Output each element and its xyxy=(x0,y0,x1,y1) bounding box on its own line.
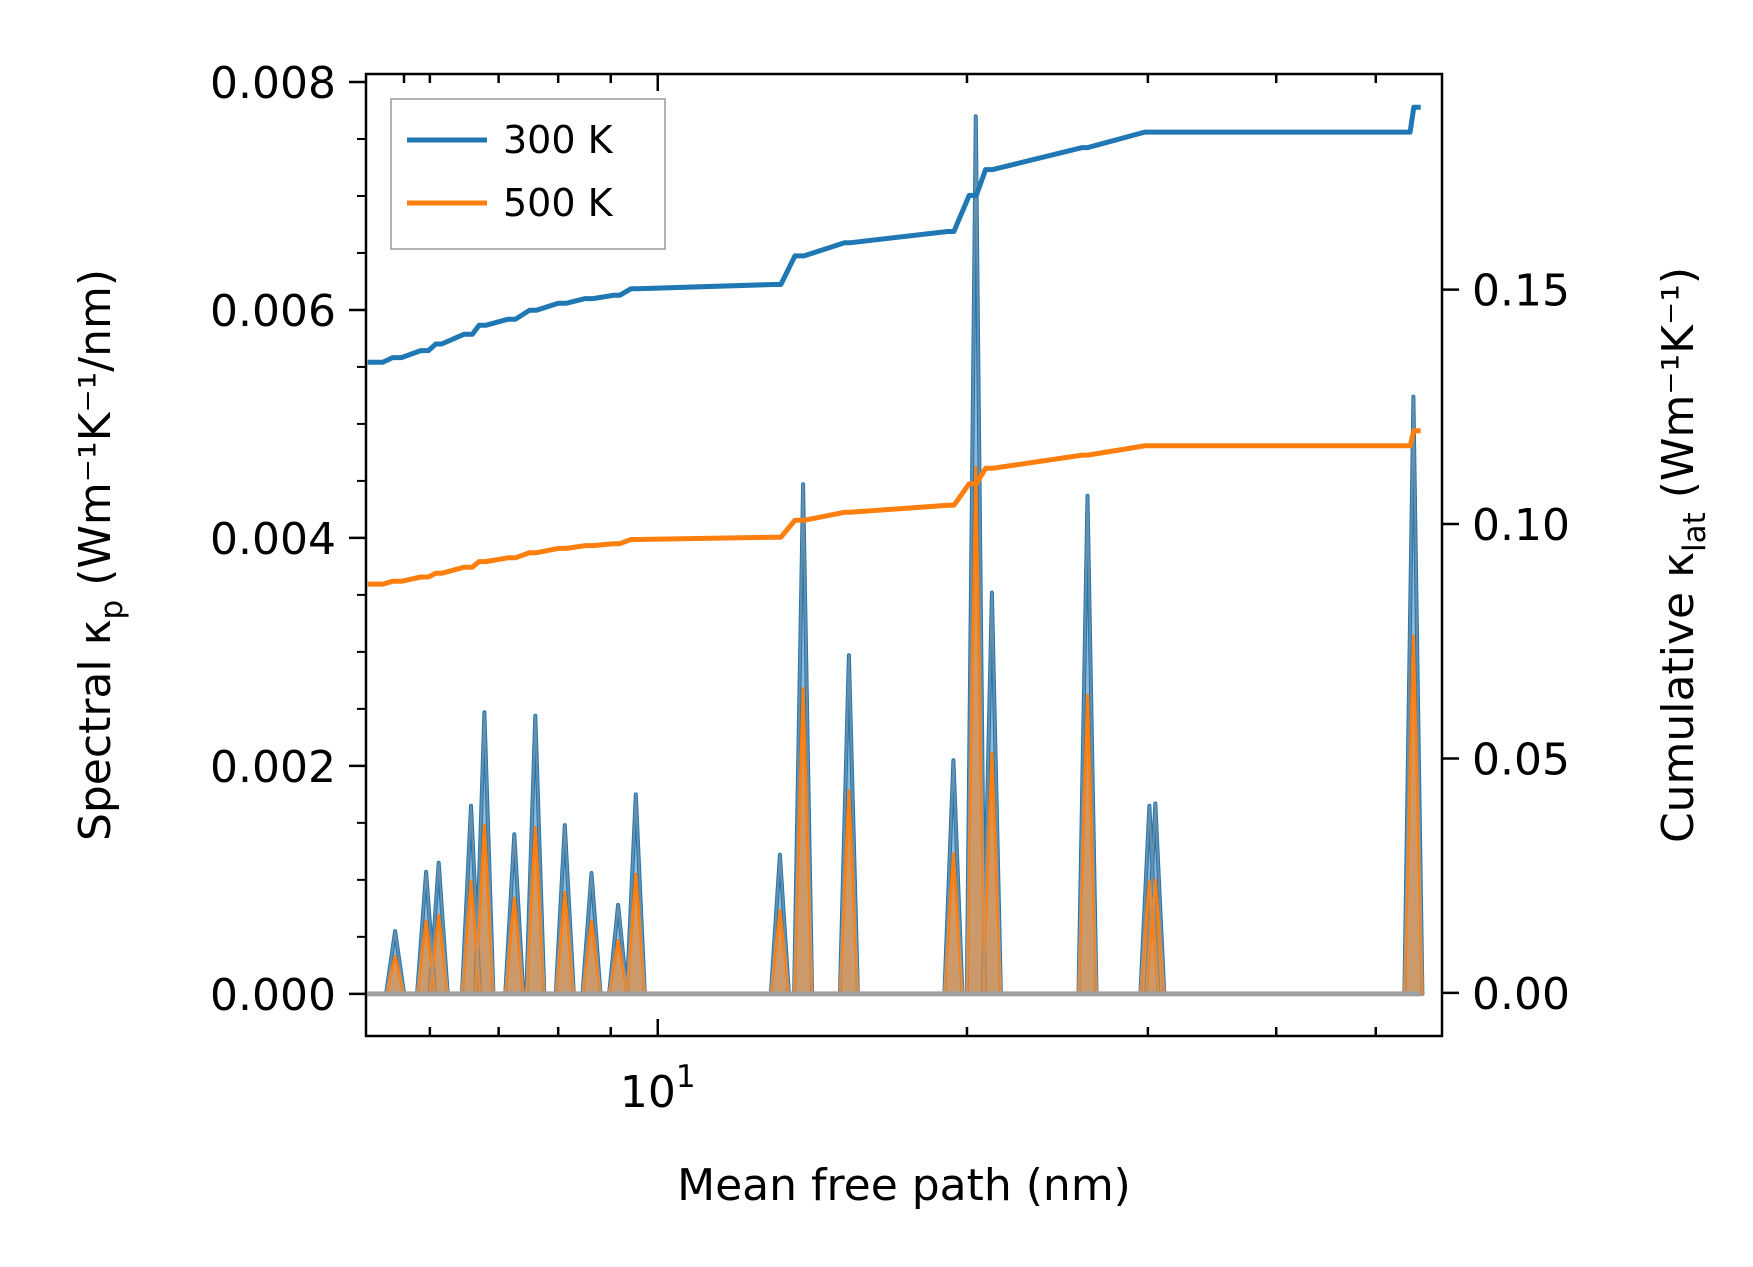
y-right-tick-label: 0.05 xyxy=(1472,734,1570,785)
y-right-tick-label: 0.10 xyxy=(1472,500,1570,551)
y-right-tick-label: 0.15 xyxy=(1472,266,1570,317)
y-right-axis-title: Cumulative κlat (Wm⁻¹K⁻¹) xyxy=(1653,267,1713,843)
y-left-axis-title-subscript: p xyxy=(94,600,130,620)
spectral-fill-500k xyxy=(367,467,1423,994)
x-tick-label-exponent: 1 xyxy=(676,1059,696,1095)
plot-content xyxy=(367,104,1425,997)
y-left-tick-label: 0.002 xyxy=(210,742,336,793)
plot-area xyxy=(367,104,1425,997)
legend-item-500k-label: 500 K xyxy=(503,181,614,225)
y-left-tick-label: 0.008 xyxy=(210,58,336,109)
legend: 300 K 500 K xyxy=(390,98,666,250)
y-left-axis-title-units: (Wm⁻¹K⁻¹/nm) xyxy=(70,269,121,600)
cumulative-line-300k xyxy=(367,104,1421,365)
cumulative-line-500k xyxy=(367,428,1421,587)
legend-box xyxy=(390,98,666,250)
x-tick-label-base: 10 xyxy=(620,1067,676,1118)
legend-item-500k: 500 K xyxy=(407,181,614,225)
x-tick-label: 101 xyxy=(620,1059,696,1118)
y-left-tick-label: 0.006 xyxy=(210,286,336,337)
y-right-axis-title-main: Cumulative κ xyxy=(1653,552,1704,843)
spectral-line-500k xyxy=(367,465,1424,996)
y-right-tick-label: 0.00 xyxy=(1472,969,1570,1020)
legend-item-300k-label: 300 K xyxy=(503,118,614,162)
y-left-axis-title: Spectral κp (Wm⁻¹K⁻¹/nm) xyxy=(70,269,130,841)
x-axis-title: Mean free path (nm) xyxy=(677,1160,1131,1211)
legend-item-300k: 300 K xyxy=(407,118,614,162)
y-left-tick-label: 0.004 xyxy=(210,514,336,565)
axes: 0.000 0.002 0.004 0.006 0.008 0.00 0.05 0.10 0.1… xyxy=(70,58,1713,1211)
y-left-axis-title-main: Spectral κ xyxy=(70,619,121,841)
y-left-tick-label: 0.000 xyxy=(210,970,336,1021)
spectral-outline xyxy=(367,115,1424,995)
plot-frame xyxy=(364,72,1444,1038)
y-right-axis-title-units: (Wm⁻¹K⁻¹) xyxy=(1653,267,1704,512)
y-right-axis-title-subscript: lat xyxy=(1677,512,1713,552)
